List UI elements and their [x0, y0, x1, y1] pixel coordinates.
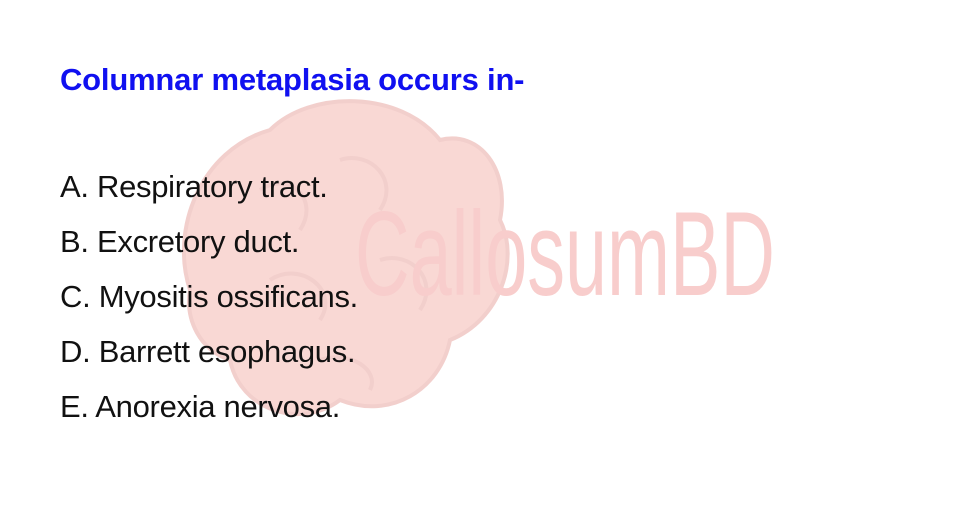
- option-d: D. Barrett esophagus.: [60, 334, 356, 369]
- answer-options: A. Respiratory tract. B. Excretory duct.…: [60, 164, 358, 439]
- question-text: Columnar metaplasia occurs in-: [60, 62, 525, 97]
- option-c: C. Myositis ossificans.: [60, 279, 358, 314]
- option-e: E. Anorexia nervosa.: [60, 389, 341, 424]
- option-b: B. Excretory duct.: [60, 224, 300, 259]
- watermark-text: CallosumBD: [355, 187, 775, 321]
- option-a: A. Respiratory tract.: [60, 169, 328, 204]
